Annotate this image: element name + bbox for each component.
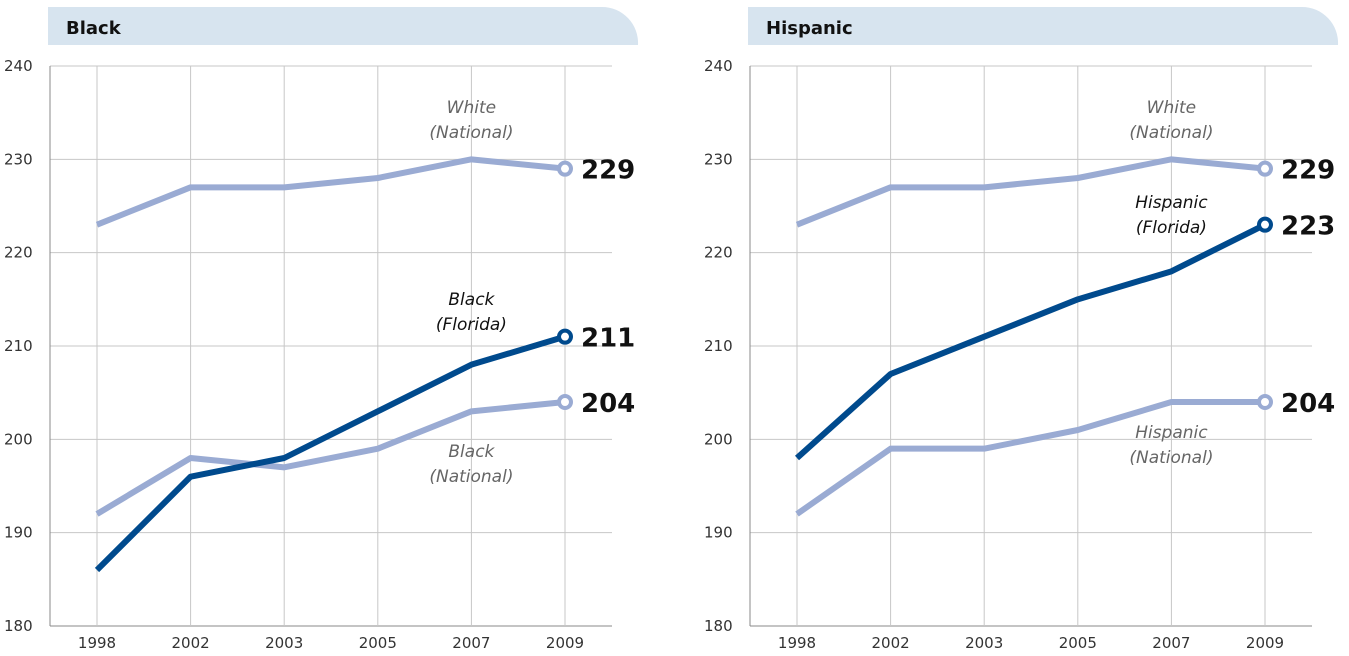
x-tick-label: 2007 — [452, 634, 490, 652]
y-tick-label: 180 — [4, 617, 33, 635]
x-tick-label: 2002 — [872, 634, 910, 652]
x-tick-label: 2003 — [265, 634, 303, 652]
series-line-1 — [795, 399, 1265, 517]
series-name-label-0: White — [1147, 98, 1196, 118]
x-tick-label: 2007 — [1152, 634, 1190, 652]
series-end-value-2: 223 — [1281, 212, 1335, 242]
x-tick-label: 2005 — [359, 634, 397, 652]
series-name-label-2: Hispanic — [1135, 193, 1208, 213]
chart-panel-1: Hispanic 180 190 200 210 220 230 240 1998 2002 200… — [704, 6, 1339, 652]
series-end-point-0 — [557, 160, 573, 177]
y-tick-label: 240 — [4, 57, 33, 75]
x-tick-label: 2009 — [1246, 634, 1284, 652]
y-tick-label: 220 — [704, 244, 733, 262]
panel-title: Black — [66, 18, 122, 39]
series-end-point-1 — [1257, 394, 1273, 410]
series-end-point-2 — [557, 328, 573, 345]
x-tick-label: 1998 — [78, 634, 116, 652]
x-tick-label: 2002 — [172, 634, 210, 652]
y-tick-label: 220 — [4, 244, 33, 262]
series-name-label-2: Black — [448, 290, 495, 310]
panel-title: Hispanic — [766, 18, 853, 39]
series-end-value-1: 204 — [581, 389, 635, 419]
series-end-point-0 — [1257, 160, 1273, 177]
y-tick-label: 180 — [704, 617, 733, 635]
series-name-label-0: White — [447, 98, 496, 118]
y-tick-label: 230 — [704, 150, 733, 168]
x-tick-label: 2005 — [1059, 634, 1097, 652]
x-tick-label: 2009 — [546, 634, 584, 652]
series-name-label-1: Black — [448, 442, 495, 462]
series-name-label-2: (Florida) — [1136, 218, 1207, 238]
x-tick-label: 2003 — [965, 634, 1003, 652]
series-end-point-1 — [557, 394, 573, 410]
series-end-value-1: 204 — [1281, 389, 1335, 419]
panel-header-band — [748, 6, 1339, 45]
y-tick-label: 210 — [4, 337, 33, 355]
series-line-2 — [794, 221, 1267, 461]
series-name-label-0: (National) — [1129, 123, 1213, 143]
y-tick-label: 210 — [704, 337, 733, 355]
panel-header-band — [48, 6, 639, 45]
series-end-point-2 — [1257, 216, 1273, 233]
y-tick-label: 200 — [704, 430, 733, 448]
y-tick-label: 200 — [4, 430, 33, 448]
y-tick-label: 230 — [4, 150, 33, 168]
chart-panel-0: Black 180 190 200 210 220 230 240 1998 2002 2003 20… — [4, 6, 639, 652]
series-line-0 — [95, 156, 566, 228]
series-name-label-2: (Florida) — [436, 315, 507, 335]
y-tick-label: 190 — [704, 524, 733, 542]
series-name-label-1: Hispanic — [1135, 423, 1208, 443]
series-line-2 — [94, 333, 566, 573]
series-end-value-0: 229 — [581, 156, 635, 186]
y-tick-label: 240 — [704, 57, 733, 75]
x-tick-label: 1998 — [778, 634, 816, 652]
series-end-value-0: 229 — [1281, 156, 1335, 186]
y-tick-label: 190 — [4, 524, 33, 542]
series-name-label-0: (National) — [429, 123, 513, 143]
series-name-label-1: (National) — [429, 467, 513, 487]
series-line-0 — [795, 156, 1266, 228]
series-line-1 — [95, 399, 566, 517]
series-name-label-1: (National) — [1129, 448, 1213, 468]
series-end-value-2: 211 — [581, 324, 635, 354]
